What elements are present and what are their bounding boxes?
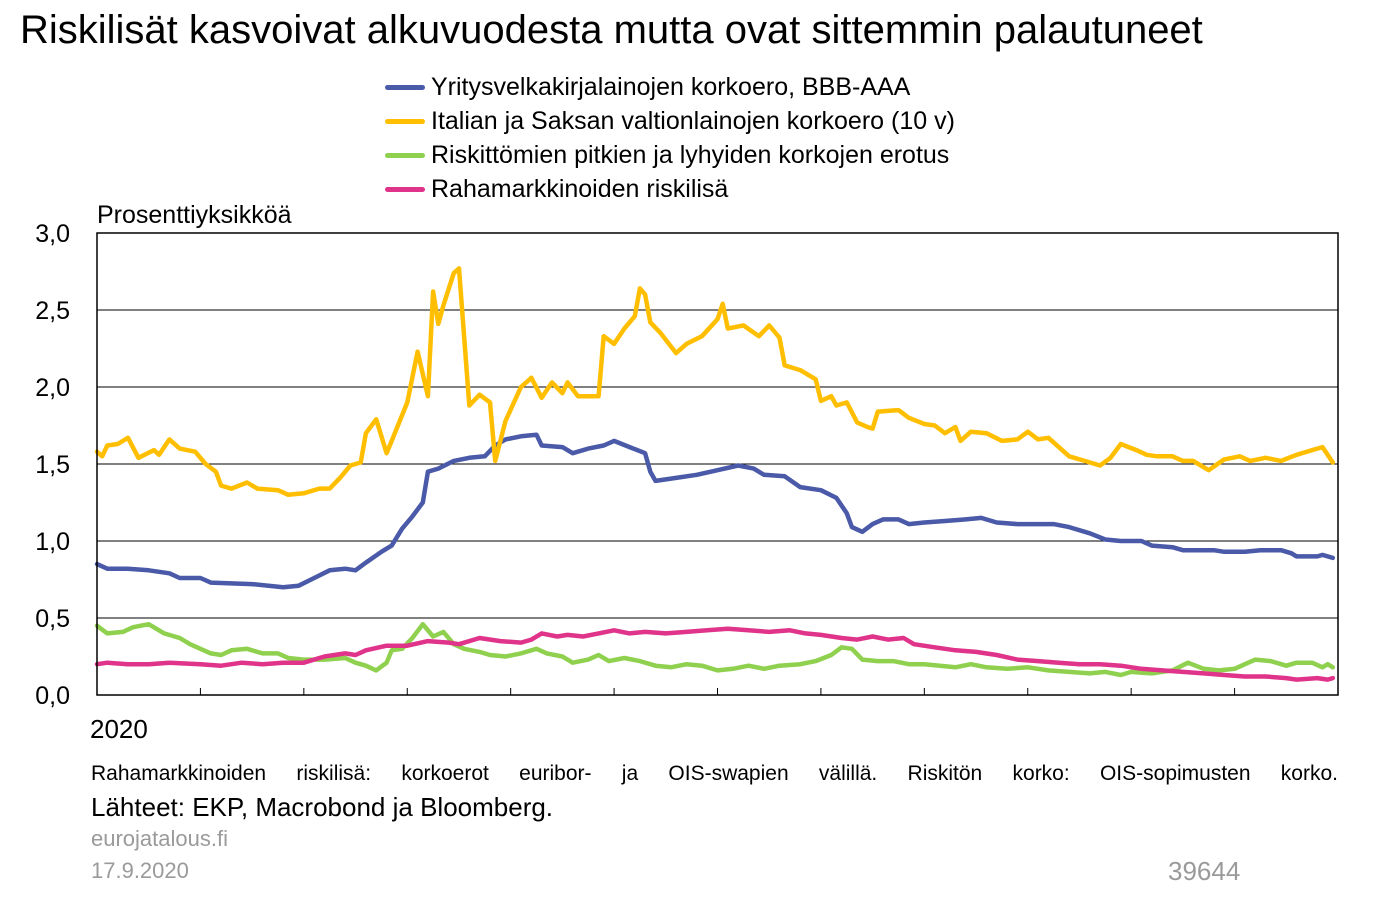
legend: Yritysvelkakirjalainojen korkoero, BBB-A… [385,70,955,206]
footnote: Rahamarkkinoiden riskilisä: korkoerot eu… [91,762,1338,785]
y-tick-label: 1,5 [35,451,70,479]
x-axis-year-label: 2020 [90,714,148,744]
legend-item-term-spread: Riskittömien pitkien ja lyhyiden korkoje… [385,138,955,172]
series-line [94,266,1336,498]
plot-frame [96,232,1339,696]
legend-swatch [385,186,425,192]
gridlines [97,309,1338,619]
y-tick-label: 2,0 [35,374,70,402]
legend-item-money-market-premium: Rahamarkkinoiden riskilisä [385,172,955,206]
legend-swatch [385,152,425,158]
legend-item-corporate-spread: Yritysvelkakirjalainojen korkoero, BBB-A… [385,70,955,104]
y-tick-label: 0,5 [35,605,70,633]
legend-label: Riskittömien pitkien ja lyhyiden korkoje… [431,140,950,169]
legend-label: Italian ja Saksan valtionlainojen korkoe… [431,106,955,135]
x-axis-ticks [199,688,1236,695]
y-tick-label: 1,0 [35,528,70,556]
publish-date: 17.9.2020 [91,858,189,883]
y-tick-label: 2,5 [35,297,70,325]
series-lines [94,266,1336,682]
chart-title: Riskilisät kasvoivat alkuvuodesta mutta … [20,8,1203,52]
series-line [94,621,1336,678]
legend-label: Yritysvelkakirjalainojen korkoero, BBB-A… [431,72,911,101]
chart-id: 39644 [1168,856,1241,886]
series-line [94,432,1336,590]
y-axis-unit-label: Prosenttiyksikköä [97,201,292,229]
y-axis-ticks: 0,0 0,5 1,0 1,5 2,0 2,5 3,0 [35,220,70,710]
legend-label: Rahamarkkinoiden riskilisä [431,174,729,203]
series-line [94,626,1336,682]
y-tick-label: 0,0 [35,682,70,710]
y-tick-label: 3,0 [35,220,70,248]
legend-swatch [385,118,425,124]
website-label: eurojatalous.fi [91,826,228,851]
legend-swatch [385,84,425,90]
source-line: Lähteet: EKP, Macrobond ja Bloomberg. [91,792,554,822]
legend-item-italy-germany-spread: Italian ja Saksan valtionlainojen korkoe… [385,104,955,138]
